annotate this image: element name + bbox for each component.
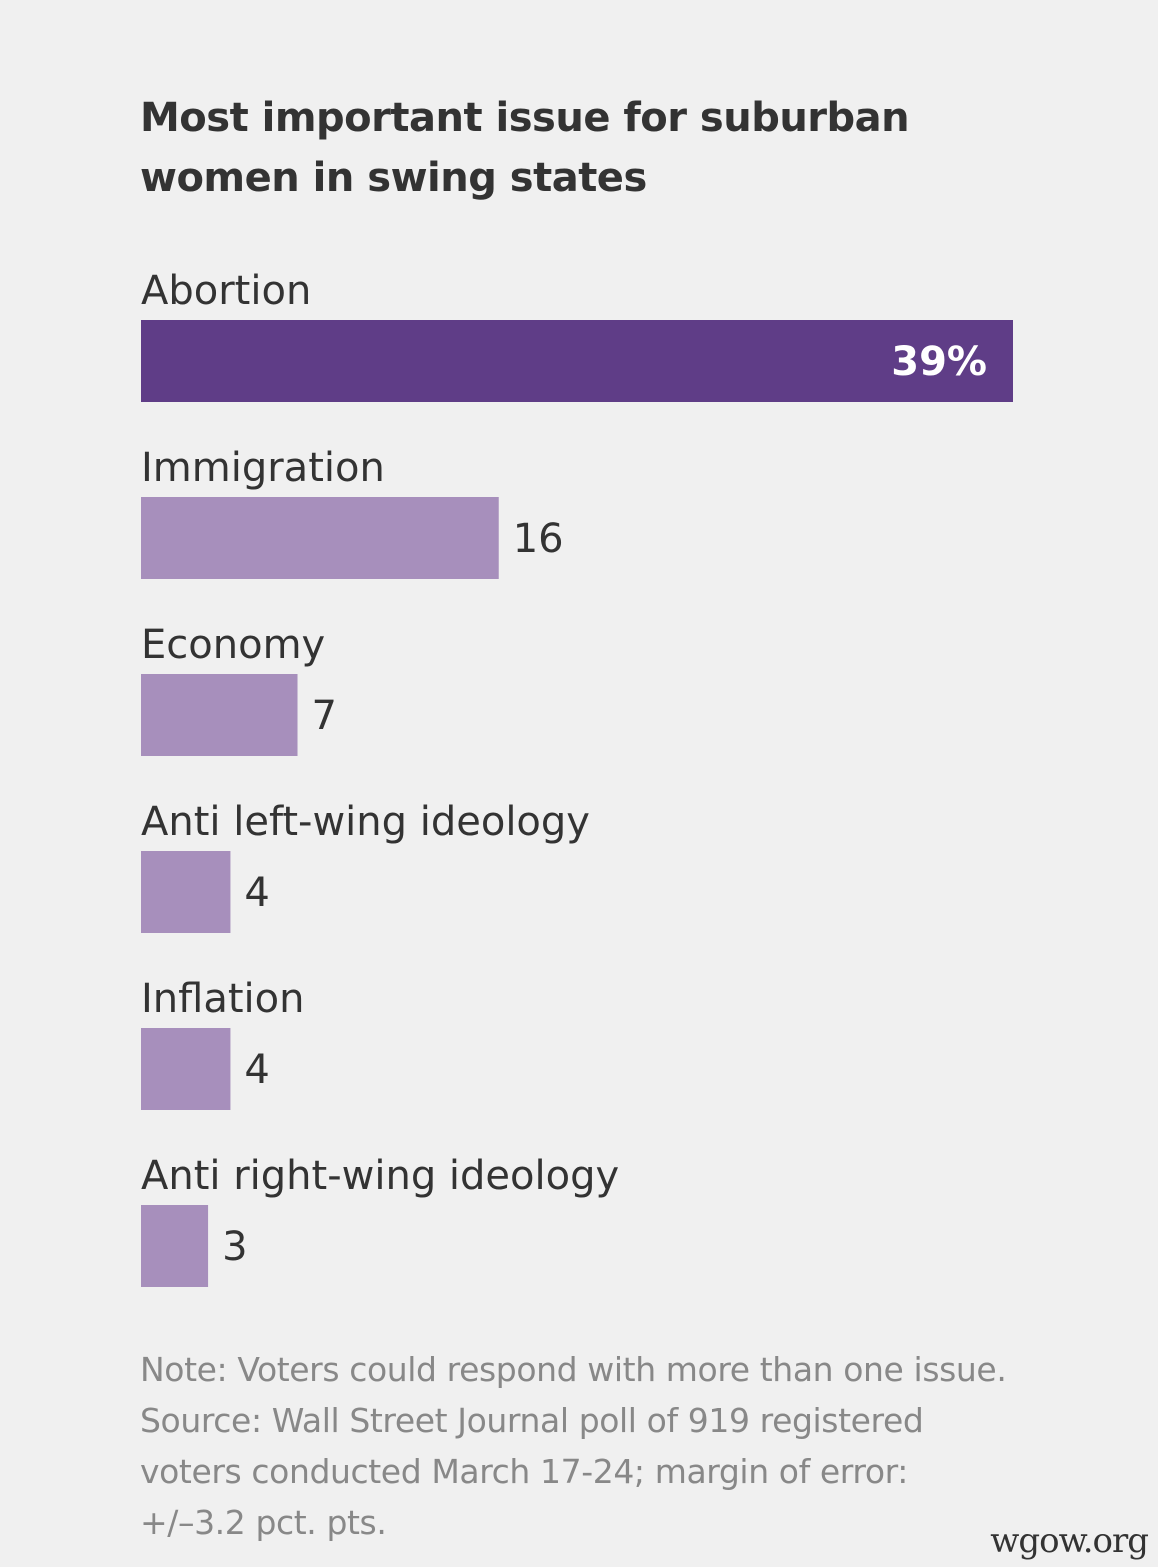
source-line: voters conducted March 17-24; margin of … xyxy=(140,1452,908,1491)
source-line: Source: Wall Street Journal poll of 919 … xyxy=(140,1401,924,1440)
value-label: 7 xyxy=(312,693,337,739)
bar xyxy=(141,674,298,756)
chart-notes: Note: Voters could respond with more tha… xyxy=(140,1344,1100,1548)
value-label: 3 xyxy=(222,1224,247,1270)
note-line: Note: Voters could respond with more tha… xyxy=(140,1350,1007,1389)
bar xyxy=(141,497,499,579)
bar xyxy=(141,320,1013,402)
category-label: Abortion xyxy=(141,268,311,314)
bar xyxy=(141,851,231,933)
value-label: 4 xyxy=(244,870,269,916)
value-label: 4 xyxy=(244,1047,269,1093)
margin-of-error-line: +/–3.2 pct. pts. xyxy=(140,1503,387,1542)
value-label: 16 xyxy=(513,516,564,562)
value-label: 39% xyxy=(891,339,987,385)
bar xyxy=(141,1028,231,1110)
category-label: Immigration xyxy=(141,445,385,491)
watermark: wgow.org xyxy=(990,1521,1149,1561)
bar xyxy=(141,1205,209,1287)
category-label: Anti left-wing ideology xyxy=(141,799,590,845)
chart-title: Most important issue for suburban women … xyxy=(140,95,910,201)
category-label: Inflation xyxy=(141,976,304,1022)
category-label: Anti right-wing ideology xyxy=(141,1153,619,1199)
category-label: Economy xyxy=(141,622,325,668)
